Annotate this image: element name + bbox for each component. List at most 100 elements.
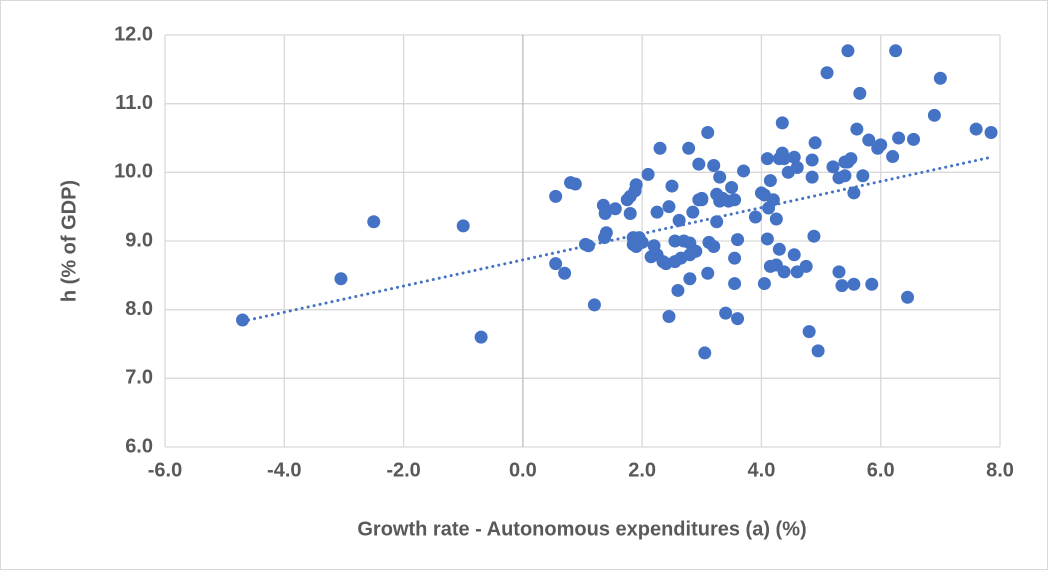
- scatter-point: [838, 169, 852, 183]
- x-tick-label: 2.0: [628, 459, 656, 481]
- x-axis-title: Growth rate - Autonomous expenditures (a…: [357, 518, 806, 540]
- scatter-point: [927, 108, 941, 122]
- scatter-point: [862, 133, 876, 147]
- scatter-point: [757, 277, 771, 291]
- y-tick-label: 11.0: [115, 92, 153, 114]
- scatter-point: [549, 189, 563, 203]
- trendline: [241, 155, 993, 323]
- x-tick-label: 8.0: [986, 459, 1014, 481]
- scatter-point: [662, 310, 676, 324]
- scatter-point: [748, 210, 762, 224]
- scatter-point: [787, 248, 801, 262]
- scatter-point: [802, 325, 816, 339]
- scatter-point: [760, 152, 774, 166]
- scatter-point: [671, 283, 685, 297]
- scatter-point: [892, 131, 906, 145]
- scatter-point: [772, 152, 786, 166]
- scatter-point: [847, 186, 861, 200]
- scatter-point: [668, 234, 682, 248]
- scatter-point: [707, 239, 721, 253]
- scatter-point: [807, 229, 821, 243]
- scatter-point: [334, 272, 348, 286]
- scatter-point: [865, 277, 879, 291]
- scatter-point: [598, 207, 612, 221]
- scatter-point: [728, 251, 742, 265]
- scatter-point: [832, 265, 846, 279]
- x-tick-label: -4.0: [267, 459, 301, 481]
- scatter-point: [695, 193, 709, 207]
- scatter-point: [641, 167, 655, 181]
- scatter-point: [790, 161, 804, 175]
- scatter-point: [558, 266, 572, 280]
- y-axis-title: h (% of GDP): [58, 180, 80, 302]
- scatter-point: [692, 157, 706, 171]
- scatter-point: [808, 136, 822, 150]
- scatter-point: [701, 126, 715, 140]
- scatter-point: [665, 179, 679, 193]
- scatter-point: [763, 174, 777, 188]
- x-tick-label: -6.0: [148, 459, 182, 481]
- scatter-point: [689, 244, 703, 258]
- y-tick-label: 8.0: [125, 298, 153, 320]
- scatter-point: [698, 346, 712, 360]
- scatter-point: [777, 265, 791, 279]
- scatter-point: [474, 330, 488, 344]
- scatter-point: [760, 232, 774, 246]
- scatter-point: [826, 160, 840, 174]
- scatter-point: [772, 242, 786, 256]
- scatter-point: [835, 279, 849, 293]
- scatter-point: [701, 266, 715, 280]
- scatter-point: [728, 193, 742, 207]
- scatter-point: [635, 235, 649, 249]
- y-tick-label: 12.0: [114, 23, 153, 45]
- scatter-point: [856, 169, 870, 183]
- scatter-point: [766, 193, 780, 207]
- scatter-point: [775, 116, 789, 130]
- scatter-point: [456, 219, 470, 233]
- scatter-point: [623, 207, 637, 221]
- scatter-point: [787, 150, 801, 164]
- scatter-point: [725, 180, 739, 194]
- scatter-point: [838, 155, 852, 169]
- scatter-point: [713, 170, 727, 184]
- scatter-point: [731, 312, 745, 326]
- scatter-point: [707, 158, 721, 172]
- scatter-point: [650, 205, 664, 219]
- scatter-point: [682, 141, 696, 155]
- scatter-point: [820, 66, 834, 80]
- y-tick-label: 6.0: [125, 435, 153, 457]
- scatter-point: [811, 344, 825, 358]
- scatter-point: [683, 272, 697, 286]
- x-tick-label: 6.0: [867, 459, 895, 481]
- scatter-point: [799, 259, 813, 273]
- x-tick-label: 4.0: [748, 459, 776, 481]
- scatter-point: [568, 177, 582, 191]
- scatter-point: [653, 141, 667, 155]
- scatter-point: [367, 215, 381, 229]
- scatter-point: [728, 277, 742, 291]
- scatter-point: [969, 122, 983, 136]
- scatter-point: [805, 170, 819, 184]
- scatter-point: [889, 44, 903, 58]
- scatter-point: [847, 277, 861, 291]
- scatter-point: [731, 233, 745, 247]
- x-tick-label: -2.0: [386, 459, 420, 481]
- scatter-point: [850, 122, 864, 136]
- scatter-point: [853, 86, 867, 100]
- scatter-point: [805, 153, 819, 167]
- scatter-point: [662, 200, 676, 214]
- scatter-point: [907, 132, 921, 146]
- scatter-point: [598, 231, 612, 245]
- scatter-point: [587, 298, 601, 312]
- scatter-point: [549, 257, 563, 271]
- y-tick-label: 9.0: [125, 229, 153, 251]
- x-tick-label: 0.0: [509, 459, 537, 481]
- scatter-point: [841, 44, 855, 58]
- scatter-point: [608, 202, 622, 216]
- scatter-point: [769, 212, 783, 226]
- y-tick-label: 7.0: [125, 367, 153, 389]
- scatter-point: [886, 150, 900, 164]
- scatter-point: [984, 126, 998, 140]
